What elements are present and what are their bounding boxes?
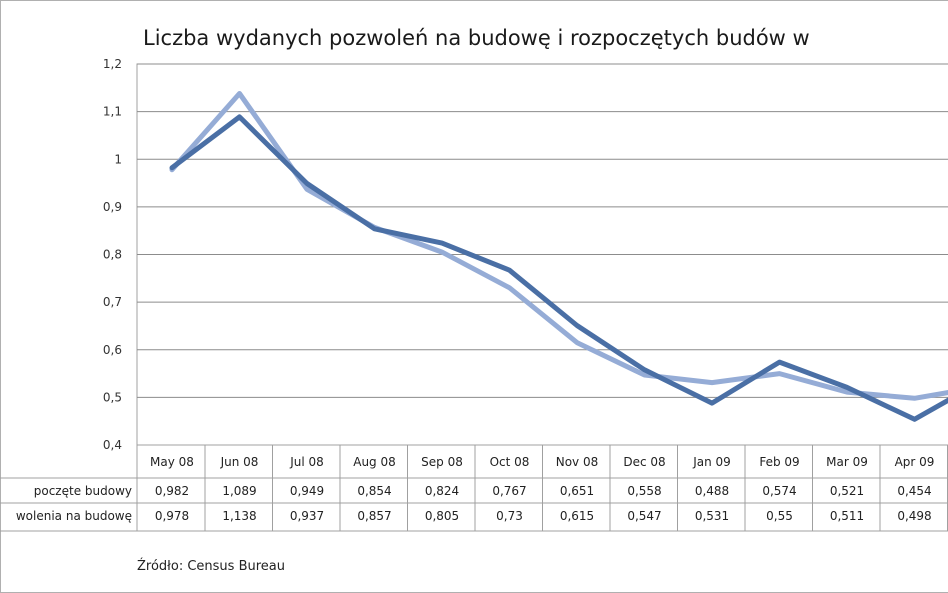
data-label: 0,615	[560, 509, 594, 523]
y-tick-label: 0,9	[103, 200, 122, 214]
chart-title: Liczba wydanych pozwoleń na budowę i roz…	[143, 26, 810, 50]
y-tick-label: 0,8	[103, 248, 122, 262]
data-label: 0,854	[357, 484, 391, 498]
series-layer	[169, 91, 948, 422]
source-note: Źródło: Census Bureau	[137, 558, 285, 574]
data-label: 0,824	[425, 484, 459, 498]
data-label: 1,089	[222, 484, 256, 498]
x-tick-label: Apr 09	[895, 455, 935, 469]
data-label: 0,498	[897, 509, 931, 523]
y-tick-label: 0,6	[103, 343, 122, 357]
data-label: 0,488	[695, 484, 729, 498]
x-tick-label: May 08	[150, 455, 194, 469]
data-label: 0,55	[766, 509, 793, 523]
y-tick-label: 1,1	[103, 105, 122, 119]
x-tick-label: Mar 09	[826, 455, 868, 469]
data-label: 0,937	[290, 509, 324, 523]
data-label: 0,73	[496, 509, 523, 523]
data-label: 0,982	[155, 484, 189, 498]
data-label: 0,949	[290, 484, 324, 498]
data-label: 0,521	[830, 484, 864, 498]
y-tick-label: 0,4	[103, 438, 122, 452]
x-tick-label: Dec 08	[623, 455, 665, 469]
series-line-2	[169, 91, 948, 401]
x-tick-label: Jan 09	[692, 455, 731, 469]
data-label: 0,511	[830, 509, 864, 523]
y-tick-label: 0,5	[103, 390, 122, 404]
data-label: 0,454	[897, 484, 931, 498]
data-label: 0,547	[627, 509, 661, 523]
data-label: 0,531	[695, 509, 729, 523]
y-tick-label: 0,7	[103, 295, 122, 309]
data-label: 0,805	[425, 509, 459, 523]
x-tick-label: Feb 09	[759, 455, 799, 469]
data-label: 0,767	[492, 484, 526, 498]
y-tick-label: 1	[114, 152, 122, 166]
data-label: 0,651	[560, 484, 594, 498]
series-line-1	[169, 114, 948, 422]
data-label: 0,574	[762, 484, 796, 498]
x-tick-label: Aug 08	[353, 455, 396, 469]
series-row-label: poczęte budowy	[34, 484, 132, 498]
y-tick-label: 1,2	[103, 57, 122, 71]
data-label: 0,857	[357, 509, 391, 523]
x-tick-label: Oct 08	[490, 455, 530, 469]
x-tick-label: Sep 08	[421, 455, 463, 469]
data-table: May 08 Jun 08 Jul 08 Aug 08 Sep 08 Oct 08 Nov …	[0, 444, 948, 532]
x-tick-label: Jul 08	[289, 455, 324, 469]
data-label: 1,138	[222, 509, 256, 523]
series-row-label: wolenia na budowę	[16, 509, 132, 523]
data-label: 0,558	[627, 484, 661, 498]
x-tick-label: Jun 08	[220, 455, 259, 469]
data-label: 0,978	[155, 509, 189, 523]
y-axis-ticks: 1,2 1,1 1 0,9 0,8 0,7 0,6 0,5 0,4	[103, 57, 122, 452]
x-tick-label: Nov 08	[556, 455, 599, 469]
